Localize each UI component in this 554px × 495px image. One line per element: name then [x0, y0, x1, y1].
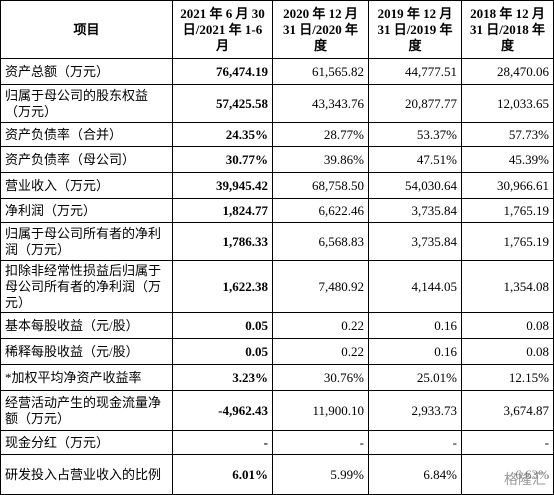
table-row: 资产总额（万元） 76,474.19 61,565.82 44,777.51 28,47… — [0, 58, 554, 85]
value-cell: - — [272, 430, 369, 455]
table-row: 净利润（万元） 1,824.77 6,622.46 3,735.84 1,765.19 — [0, 198, 554, 223]
value-cell: 12.15% — [461, 364, 554, 391]
row-label: 资产总额（万元） — [0, 58, 173, 85]
value-cell: 53.37% — [368, 122, 462, 147]
row-label: 归属于母公司所有者的净利润（万元） — [0, 222, 173, 261]
value-cell: 44,777.51 — [368, 58, 462, 85]
value-cell: 76,474.19 — [172, 58, 273, 85]
table-row: 扣除非经常性损益后归属于母公司所有者的净利润（万元） 1,622.38 7,480.… — [0, 260, 554, 313]
value-cell: 68,758.50 — [272, 172, 369, 199]
value-cell: 39,945.42 — [172, 172, 273, 199]
value-cell: 3.23% — [172, 364, 273, 391]
value-cell: 30.77% — [172, 146, 273, 173]
table-row: 经营活动产生的现金流量净额（万元） -4,962.43 11,900.10 2,933… — [0, 390, 554, 431]
value-cell: 1,354.08 — [461, 260, 554, 313]
value-cell: 6,568.83 — [272, 222, 369, 261]
value-cell: 28.77% — [272, 122, 369, 147]
value-cell: 3,674.87 — [461, 390, 554, 431]
value-cell: 3,735.84 — [368, 222, 462, 261]
header-row: 项目 2021 年 6 月 30 日/2021 年 1-6 月 2020 年 12 … — [0, 0, 554, 59]
row-label: 经营活动产生的现金流量净额（万元） — [0, 390, 173, 431]
row-label: 扣除非经常性损益后归属于母公司所有者的净利润（万元） — [0, 260, 173, 313]
header-cell: 2019 年 12 月 31 日/2019 年度 — [368, 0, 462, 59]
table-row: 基本每股收益（元/股） 0.05 0.22 0.16 0.08 — [0, 312, 554, 339]
row-label: 资产负债率（母公司） — [0, 146, 173, 173]
value-cell: 0.16 — [368, 338, 462, 365]
row-label: 资产负债率（合并） — [0, 122, 173, 147]
value-cell: 3,735.84 — [368, 198, 462, 223]
value-cell: 30,966.61 — [461, 172, 554, 199]
header-cell: 2018 年 12 月 31 日/2018 年度 — [461, 0, 554, 59]
value-cell: - — [172, 430, 273, 455]
value-cell: 20,877.77 — [368, 84, 462, 123]
value-cell: 11,900.10 — [272, 390, 369, 431]
table-row: 资产负债率（母公司） 30.77% 39.86% 47.51% 45.39% — [0, 146, 554, 173]
value-cell: 25.01% — [368, 364, 462, 391]
table-row: 资产负债率（合并） 24.35% 28.77% 53.37% 57.73% — [0, 122, 554, 147]
row-label: 基本每股收益（元/股） — [0, 312, 173, 339]
value-cell: 0.16 — [368, 312, 462, 339]
row-label: *加权平均净资产收益率 — [0, 364, 173, 391]
table-row: 稀释每股收益（元/股） 0.05 0.22 0.16 0.08 — [0, 338, 554, 365]
table-row: *加权平均净资产收益率 3.23% 30.76% 25.01% 12.15% — [0, 364, 554, 391]
table-row: 营业收入（万元） 39,945.42 68,758.50 54,030.64 30,96… — [0, 172, 554, 199]
value-cell: 57.73% — [461, 122, 554, 147]
value-cell: 6.01% — [172, 454, 273, 495]
value-cell: 0.22 — [272, 312, 369, 339]
value-cell: 43,343.76 — [272, 84, 369, 123]
row-label: 研发投入占营业收入的比例 — [0, 454, 173, 495]
table-row: 归属于母公司的股东权益（万元） 57,425.58 43,343.76 20,877.… — [0, 84, 554, 123]
value-cell: 0.22 — [272, 338, 369, 365]
value-cell: 6.84% — [368, 454, 462, 495]
row-label: 营业收入（万元） — [0, 172, 173, 199]
value-cell: 1,786.33 — [172, 222, 273, 261]
value-cell: 0.08 — [461, 312, 554, 339]
row-label: 现金分红（万元） — [0, 430, 173, 455]
value-cell: 57,425.58 — [172, 84, 273, 123]
value-cell: 5.99% — [272, 454, 369, 495]
value-cell: 47.51% — [368, 146, 462, 173]
value-cell: 24.35% — [172, 122, 273, 147]
value-cell: 39.86% — [272, 146, 369, 173]
watermark: 格隆汇 — [502, 469, 548, 489]
value-cell: 0.05 — [172, 312, 273, 339]
value-cell: 1,622.38 — [172, 260, 273, 313]
value-cell: 45.39% — [461, 146, 554, 173]
value-cell: - — [368, 430, 462, 455]
value-cell: 28,470.06 — [461, 58, 554, 85]
table-row: 归属于母公司所有者的净利润（万元） 1,786.33 6,568.83 3,735.8… — [0, 222, 554, 261]
value-cell: 61,565.82 — [272, 58, 369, 85]
value-cell: -4,962.43 — [172, 390, 273, 431]
value-cell: 54,030.64 — [368, 172, 462, 199]
header-cell: 2021 年 6 月 30 日/2021 年 1-6 月 — [172, 0, 273, 59]
value-cell: 1,824.77 — [172, 198, 273, 223]
row-label: 归属于母公司的股东权益（万元） — [0, 84, 173, 123]
value-cell: - — [461, 430, 554, 455]
value-cell: 1,765.19 — [461, 198, 554, 223]
value-cell: 12,033.65 — [461, 84, 554, 123]
value-cell: 0.08 — [461, 338, 554, 365]
value-cell: 1,765.19 — [461, 222, 554, 261]
value-cell: 2,933.73 — [368, 390, 462, 431]
value-cell: 6,622.46 — [272, 198, 369, 223]
value-cell: 4,144.05 — [368, 260, 462, 313]
table-body: 资产总额（万元） 76,474.19 61,565.82 44,777.51 28,47… — [0, 58, 554, 495]
value-cell: 30.76% — [272, 364, 369, 391]
row-label: 稀释每股收益（元/股） — [0, 338, 173, 365]
header-cell: 2020 年 12 月 31 日/2020 年度 — [272, 0, 369, 59]
value-cell: 0.05 — [172, 338, 273, 365]
row-label: 净利润（万元） — [0, 198, 173, 223]
header-cell: 项目 — [0, 0, 173, 59]
table-row: 现金分红（万元） - - - - — [0, 430, 554, 455]
value-cell: 7,480.92 — [272, 260, 369, 313]
